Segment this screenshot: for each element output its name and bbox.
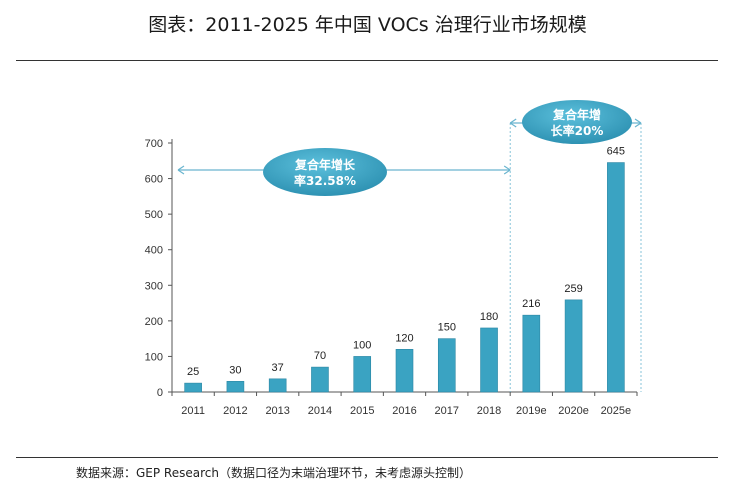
source-note: 数据来源：GEP Research（数据口径为末端治理环节，未考虑源头控制） (76, 466, 471, 480)
arrow-head (177, 165, 185, 175)
data-label-2011: 25 (187, 366, 199, 378)
data-label-2012: 30 (229, 364, 241, 376)
data-label-2018: 180 (480, 311, 498, 323)
cagr-ellipse (522, 100, 632, 144)
bar-2020e (564, 299, 583, 393)
bar-2019e (522, 314, 541, 393)
x-tick-label: 2014 (308, 405, 332, 417)
y-tick-label: 100 (145, 351, 163, 363)
bar-2017 (437, 338, 456, 393)
bar-2013 (268, 378, 287, 393)
x-tick-label: 2011 (181, 405, 205, 417)
arrow-head (503, 165, 511, 175)
arrow-head (509, 118, 517, 128)
data-label-2016: 120 (395, 332, 413, 344)
y-tick-label: 500 (145, 209, 163, 221)
data-label-2019e: 216 (522, 298, 540, 310)
x-tick-label: 2013 (265, 405, 289, 417)
y-tick-label: 200 (145, 316, 163, 328)
bar-2015 (353, 356, 372, 393)
x-tick-label: 2018 (477, 405, 501, 417)
cagr-label-line2: 长率20% (551, 123, 604, 138)
y-tick-label: 700 (145, 138, 163, 150)
x-tick-label: 2017 (435, 405, 459, 417)
x-tick-label: 2025e (601, 405, 632, 417)
bar-2014 (311, 366, 329, 393)
y-tick-label: 600 (145, 174, 163, 186)
cagr-label-line2: 率32.58% (294, 173, 356, 188)
x-tick-label: 2020e (558, 405, 589, 417)
x-axis-ticks: 2011 2012 2013 2014 2015 2016 2017 2018 2019e 202… (171, 392, 638, 417)
data-label-2020e: 259 (564, 283, 582, 295)
arrow-head (634, 118, 642, 128)
y-tick-label: 400 (145, 245, 163, 257)
bar-2025e (607, 162, 625, 393)
bar-2012 (226, 381, 245, 393)
bar-2011 (184, 382, 202, 393)
x-tick-label: 2016 (392, 405, 416, 417)
bars (184, 162, 625, 393)
chart-title: 图表：2011-2025 年中国 VOCs 治理行业市场规模 (148, 14, 587, 36)
data-label-2017: 150 (438, 322, 456, 334)
data-label-2025e: 645 (607, 146, 625, 158)
bar-2018 (480, 327, 498, 393)
top-divider (16, 60, 718, 61)
data-label-2015: 100 (353, 339, 371, 351)
cagr-ellipse (263, 148, 387, 196)
bottom-divider (16, 457, 718, 458)
cagr-label-line1: 复合年增 (552, 107, 601, 122)
cagr-label-line1: 复合年增长 (294, 157, 356, 172)
bar-2016 (395, 349, 414, 393)
x-tick-label: 2012 (223, 405, 247, 417)
data-labels: 25 30 37 70 100 120 150 180 216 259 645 (187, 146, 625, 379)
y-tick-label: 300 (145, 280, 163, 292)
y-tick-label: 0 (157, 387, 163, 399)
data-label-2013: 37 (272, 362, 284, 374)
x-tick-label: 2019e (516, 405, 547, 417)
y-axis-ticks: 0 100 200 300 400 500 600 700 (145, 138, 172, 399)
x-tick-label: 2015 (350, 405, 374, 417)
data-label-2014: 70 (314, 350, 326, 362)
